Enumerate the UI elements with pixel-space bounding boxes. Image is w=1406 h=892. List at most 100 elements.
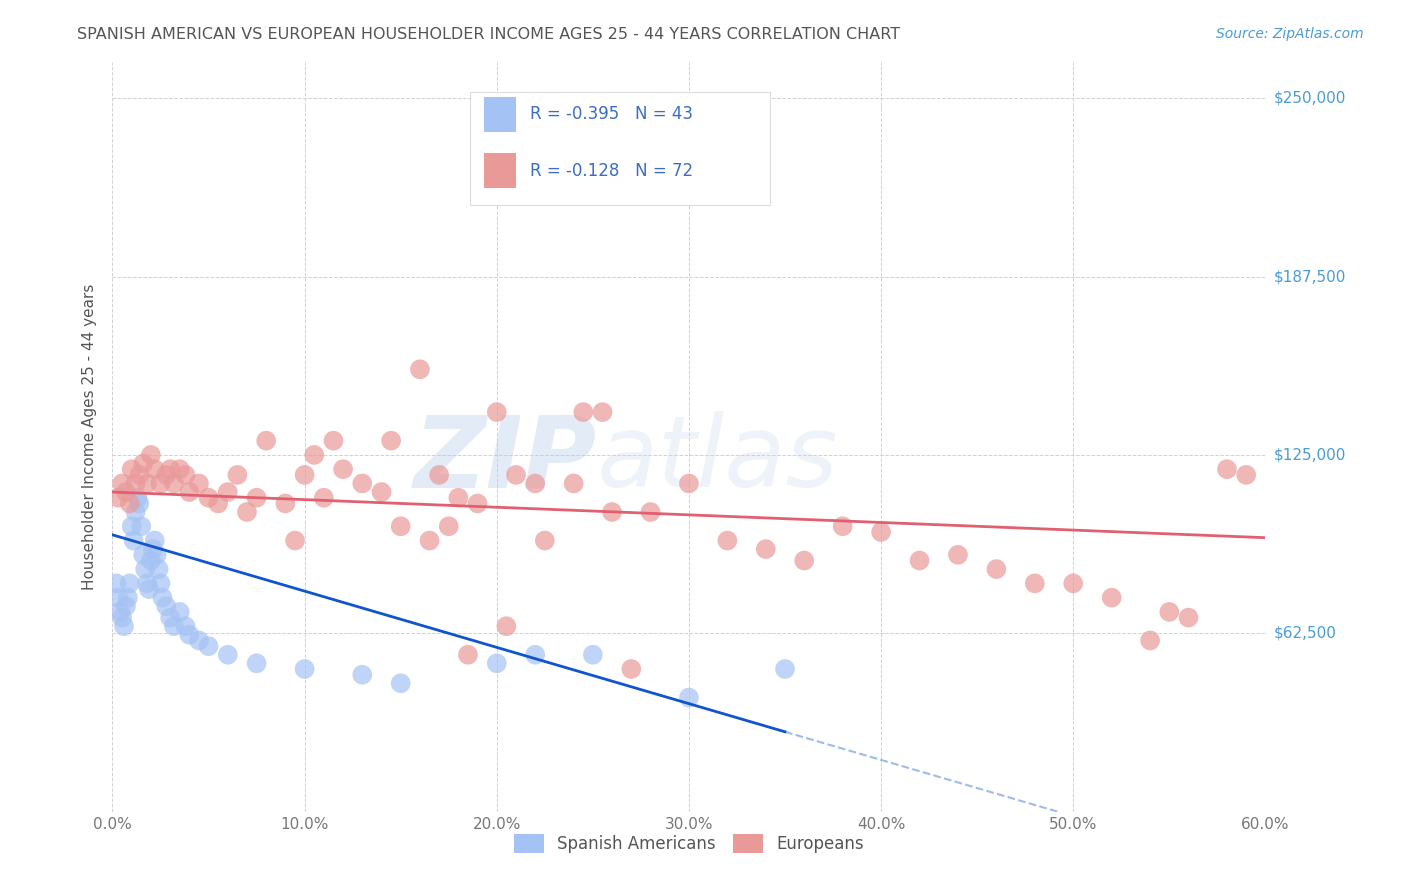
Point bbox=[132, 457, 155, 471]
Point bbox=[600, 505, 623, 519]
Point bbox=[437, 519, 460, 533]
Point bbox=[111, 476, 134, 491]
Point bbox=[409, 362, 432, 376]
Point bbox=[592, 405, 614, 419]
Point bbox=[831, 519, 853, 533]
Text: $250,000: $250,000 bbox=[1274, 91, 1346, 105]
Point bbox=[149, 576, 172, 591]
Point bbox=[447, 491, 470, 505]
Point bbox=[505, 467, 527, 482]
Point bbox=[207, 496, 229, 510]
Point bbox=[352, 667, 374, 681]
Point bbox=[188, 476, 211, 491]
Point bbox=[332, 462, 354, 476]
Point bbox=[755, 542, 778, 557]
Point bbox=[389, 676, 412, 690]
Point bbox=[188, 633, 211, 648]
Point bbox=[128, 467, 150, 482]
Point bbox=[716, 533, 738, 548]
FancyBboxPatch shape bbox=[484, 153, 516, 188]
Point bbox=[485, 657, 508, 671]
Point bbox=[159, 610, 181, 624]
Point bbox=[217, 485, 239, 500]
Point bbox=[304, 448, 326, 462]
Point bbox=[485, 405, 508, 419]
Text: SPANISH AMERICAN VS EUROPEAN HOUSEHOLDER INCOME AGES 25 - 44 YEARS CORRELATION C: SPANISH AMERICAN VS EUROPEAN HOUSEHOLDER… bbox=[77, 27, 900, 42]
Point bbox=[1177, 610, 1199, 624]
Point bbox=[678, 690, 700, 705]
Point bbox=[152, 591, 174, 605]
Point bbox=[1062, 576, 1084, 591]
Point bbox=[254, 434, 277, 448]
Point bbox=[773, 662, 796, 676]
Point bbox=[129, 519, 153, 533]
Point bbox=[217, 648, 239, 662]
Point bbox=[145, 548, 167, 562]
Point bbox=[139, 448, 162, 462]
Point bbox=[1159, 605, 1181, 619]
Point bbox=[107, 491, 129, 505]
Point bbox=[174, 619, 197, 633]
Point bbox=[111, 610, 134, 624]
Point bbox=[128, 496, 150, 510]
Point bbox=[1024, 576, 1046, 591]
Text: $62,500: $62,500 bbox=[1274, 626, 1337, 640]
Point bbox=[246, 657, 269, 671]
Point bbox=[118, 576, 141, 591]
Point bbox=[322, 434, 344, 448]
Point bbox=[143, 533, 166, 548]
Point bbox=[117, 591, 139, 605]
Text: atlas: atlas bbox=[596, 411, 838, 508]
Point bbox=[139, 553, 162, 567]
Point bbox=[155, 467, 177, 482]
FancyBboxPatch shape bbox=[484, 96, 516, 132]
Point bbox=[678, 476, 700, 491]
Point bbox=[534, 533, 557, 548]
Point bbox=[115, 599, 138, 614]
Point bbox=[179, 485, 201, 500]
Point bbox=[169, 462, 191, 476]
Point bbox=[163, 619, 186, 633]
Point bbox=[121, 462, 143, 476]
Point bbox=[986, 562, 1008, 576]
Point bbox=[107, 591, 129, 605]
Point bbox=[908, 553, 931, 567]
Point bbox=[246, 491, 269, 505]
Point bbox=[582, 648, 605, 662]
Text: $125,000: $125,000 bbox=[1274, 448, 1346, 462]
Point bbox=[284, 533, 307, 548]
Point bbox=[122, 533, 145, 548]
Text: ZIP: ZIP bbox=[413, 411, 596, 508]
Point bbox=[274, 496, 297, 510]
Point bbox=[197, 491, 219, 505]
Point bbox=[112, 619, 135, 633]
Point bbox=[108, 605, 131, 619]
Point bbox=[134, 562, 156, 576]
Point bbox=[159, 462, 181, 476]
Point bbox=[149, 476, 172, 491]
Point bbox=[380, 434, 402, 448]
Point bbox=[118, 496, 141, 510]
Point bbox=[124, 505, 146, 519]
Text: $187,500: $187,500 bbox=[1274, 269, 1346, 284]
Point bbox=[870, 524, 893, 539]
Point bbox=[524, 648, 547, 662]
Point bbox=[294, 662, 316, 676]
Text: R = -0.128   N = 72: R = -0.128 N = 72 bbox=[530, 161, 693, 179]
Point bbox=[389, 519, 412, 533]
Point bbox=[467, 496, 489, 510]
Point bbox=[457, 648, 479, 662]
Point bbox=[163, 476, 186, 491]
Point bbox=[294, 467, 316, 482]
Point bbox=[427, 467, 450, 482]
Point bbox=[174, 467, 197, 482]
Point bbox=[524, 476, 547, 491]
Point bbox=[495, 619, 517, 633]
Point bbox=[226, 467, 249, 482]
Point bbox=[136, 576, 159, 591]
Legend: Spanish Americans, Europeans: Spanish Americans, Europeans bbox=[508, 827, 870, 860]
Point bbox=[179, 628, 201, 642]
Point bbox=[124, 476, 146, 491]
Point bbox=[136, 476, 159, 491]
Point bbox=[169, 605, 191, 619]
